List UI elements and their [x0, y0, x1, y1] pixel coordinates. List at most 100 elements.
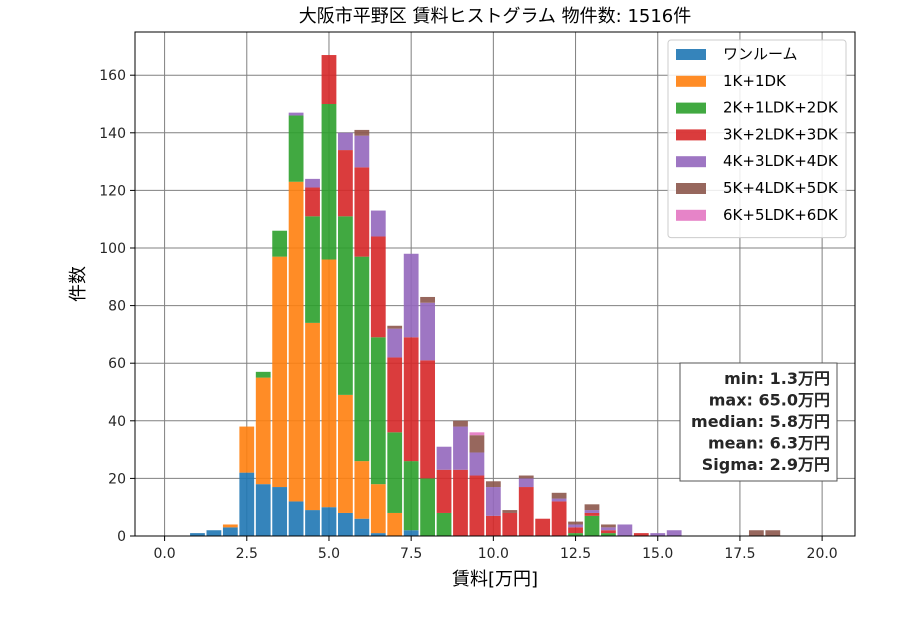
bar-segment	[518, 487, 534, 536]
y-tick-label: 140	[99, 126, 126, 142]
bar-segment	[485, 481, 501, 488]
bar-segment	[420, 478, 435, 536]
bar-segment	[321, 259, 337, 508]
bar-segment	[338, 132, 353, 151]
bar-segment	[584, 512, 600, 516]
bar-segment	[338, 394, 353, 513]
bar-segment	[288, 112, 304, 116]
stats-line: median: 5.8万円	[691, 412, 830, 431]
bar-segment	[222, 524, 238, 528]
bar-segment	[354, 167, 370, 257]
bar-segment	[354, 135, 370, 168]
bar-segment	[387, 512, 403, 536]
y-axis-title: 件数	[68, 266, 89, 302]
bar-segment	[354, 256, 370, 462]
legend-label: 1K+1DK	[723, 72, 787, 90]
y-tick-label: 0	[117, 529, 126, 545]
bar-segment	[403, 530, 419, 536]
bar-segment	[601, 533, 616, 536]
bar-segment	[321, 104, 337, 260]
bar-segment	[502, 510, 518, 513]
bar-segment	[370, 484, 386, 534]
bar-segment	[666, 530, 682, 536]
legend-swatch	[676, 75, 706, 87]
bar-segment	[354, 461, 370, 519]
stats-line: min: 1.3万円	[724, 369, 830, 388]
bar-segment	[272, 487, 288, 536]
bar-segment	[453, 469, 468, 536]
bar-segment	[255, 484, 271, 536]
bar-segment	[502, 512, 518, 536]
bar-segment	[453, 426, 468, 470]
bar-segment	[453, 420, 468, 427]
bar-segment	[436, 446, 452, 470]
bar-segment	[403, 253, 419, 338]
y-tick-label: 60	[108, 356, 126, 372]
bar-segment	[584, 504, 600, 511]
x-axis-title: 賃料[万円]	[452, 569, 538, 590]
y-tick-label: 20	[108, 471, 126, 487]
legend-label: 3K+2LDK+3DK	[723, 125, 839, 143]
bar-segment	[321, 55, 337, 104]
x-tick-label: 2.5	[236, 546, 258, 562]
bar-segment	[370, 210, 386, 237]
y-tick-label: 40	[108, 414, 126, 430]
bar-segment	[584, 515, 600, 536]
bar-segment	[387, 432, 403, 513]
bar-segment	[239, 472, 255, 536]
stats-line: max: 65.0万円	[709, 391, 830, 410]
bar-segment	[420, 296, 435, 303]
bar-segment	[568, 524, 583, 528]
bar-segment	[469, 475, 485, 536]
bar-segment	[403, 461, 419, 531]
bar-segment	[601, 530, 616, 534]
bar-segment	[436, 469, 452, 513]
bars	[190, 55, 781, 536]
bar-segment	[305, 510, 320, 536]
bar-segment	[633, 533, 649, 536]
bar-segment	[403, 337, 419, 462]
bar-segment	[551, 501, 567, 536]
bar-segment	[338, 216, 353, 395]
bar-segment	[387, 325, 403, 329]
legend-swatch	[676, 49, 706, 60]
bar-segment	[568, 533, 583, 536]
y-axis-ticks: 0 20 40 60 80 100 120 140 160	[99, 68, 135, 545]
bar-segment	[321, 507, 337, 536]
bar-segment	[436, 512, 452, 536]
bar-segment	[518, 478, 534, 488]
legend-swatch	[676, 209, 706, 221]
bar-segment	[305, 187, 320, 217]
legend-label: 2K+1LDK+2DK	[723, 99, 839, 117]
x-tick-label: 15.0	[642, 546, 673, 562]
stats-line: mean: 6.3万円	[708, 434, 830, 453]
bar-segment	[255, 371, 271, 378]
bar-segment	[338, 512, 353, 536]
bar-segment	[420, 302, 435, 361]
x-tick-label: 0.0	[153, 546, 175, 562]
legend-label: 4K+3LDK+4DK	[723, 152, 839, 170]
bar-segment	[485, 515, 501, 536]
bar-segment	[387, 328, 403, 358]
bar-segment	[206, 530, 222, 536]
bar-segment	[469, 452, 485, 476]
bar-segment	[222, 527, 238, 536]
bar-segment	[272, 256, 288, 488]
bar-segment	[485, 487, 501, 516]
x-tick-label: 7.5	[400, 546, 422, 562]
bar-segment	[354, 129, 370, 136]
bar-segment	[601, 524, 616, 528]
bar-segment	[601, 527, 616, 531]
bar-segment	[765, 530, 781, 536]
legend-label: ワンルーム	[723, 45, 798, 63]
x-tick-label: 5.0	[318, 546, 340, 562]
bar-segment	[288, 501, 304, 536]
y-tick-label: 160	[99, 68, 126, 84]
bar-segment	[338, 150, 353, 217]
bar-segment	[748, 530, 764, 536]
x-axis-ticks: 0.0 2.5 5.0 7.5 10.0 12.5 15.0 17.5 20.0	[153, 536, 838, 562]
bar-segment	[370, 236, 386, 338]
bar-segment	[568, 527, 583, 534]
bar-segment	[370, 337, 386, 485]
